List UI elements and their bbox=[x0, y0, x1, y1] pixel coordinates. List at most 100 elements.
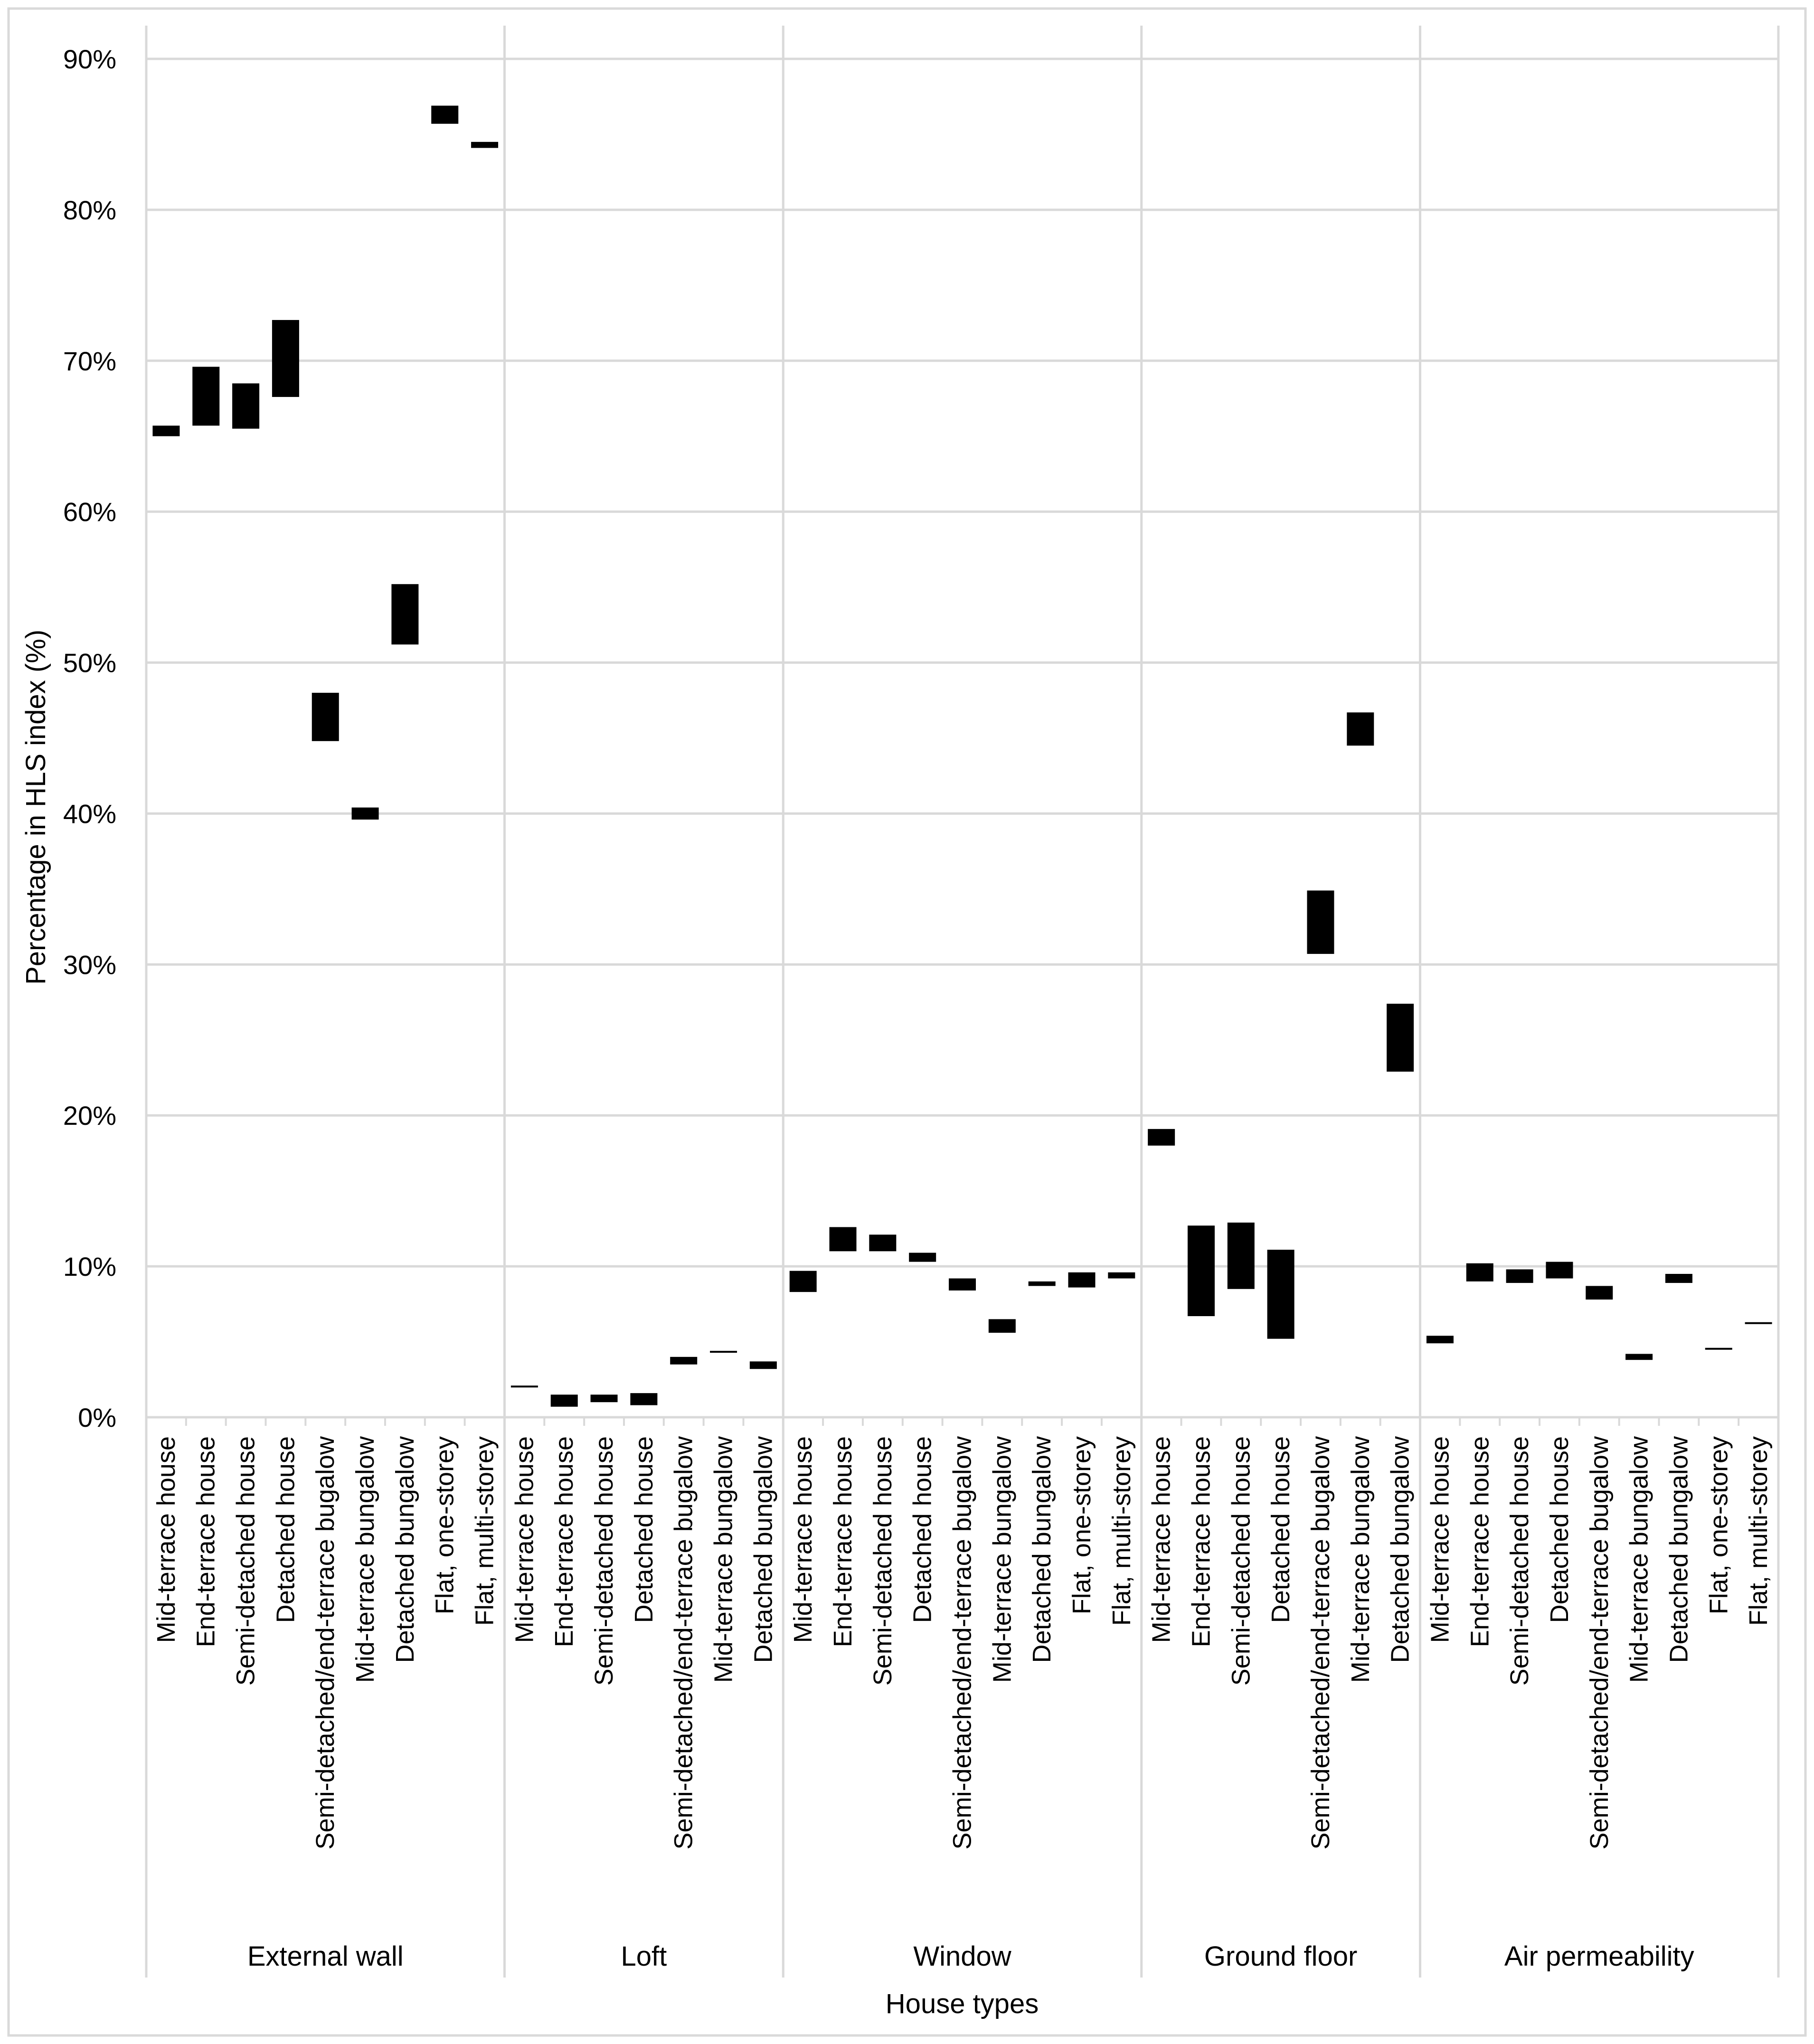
category-label: Detached house bbox=[1266, 1436, 1295, 1623]
category-label: Detached bungalow bbox=[1386, 1436, 1415, 1663]
category-label: Flat, one-storey bbox=[1068, 1436, 1096, 1614]
bar bbox=[1227, 1222, 1255, 1289]
category-label: Flat, multi-storey bbox=[1744, 1436, 1773, 1626]
group-label: Loft bbox=[621, 1941, 667, 1972]
bar bbox=[550, 1394, 578, 1407]
bar bbox=[1546, 1262, 1573, 1279]
bar bbox=[909, 1253, 936, 1262]
bar bbox=[670, 1356, 698, 1365]
bar bbox=[1187, 1225, 1215, 1317]
category-label: Semi-detached house bbox=[1505, 1436, 1534, 1686]
bar bbox=[471, 141, 499, 148]
bar bbox=[192, 367, 220, 426]
bar bbox=[1387, 1003, 1414, 1072]
bar bbox=[272, 320, 299, 397]
bar bbox=[391, 584, 419, 645]
category-label: Detached house bbox=[630, 1436, 658, 1623]
bar bbox=[1307, 890, 1334, 954]
bar bbox=[1426, 1336, 1454, 1344]
group-label: Air permeability bbox=[1504, 1941, 1694, 1972]
category-label: Semi-detached/end-terrace bugalow bbox=[670, 1436, 698, 1850]
bar bbox=[749, 1361, 777, 1369]
bar bbox=[1108, 1272, 1135, 1279]
category-label: End-terrace house bbox=[829, 1436, 857, 1647]
y-tick-label: 90% bbox=[63, 44, 116, 74]
bar bbox=[1267, 1250, 1294, 1339]
category-label: Mid-terrace house bbox=[789, 1436, 817, 1643]
y-tick-label: 50% bbox=[63, 648, 116, 678]
category-label: Mid-terrace bungalow bbox=[1346, 1436, 1375, 1683]
category-label: Detached bungalow bbox=[749, 1436, 777, 1663]
group-label: Ground floor bbox=[1204, 1941, 1357, 1972]
category-label: Semi-detached/end-terrace bugalow bbox=[311, 1436, 340, 1850]
y-axis-ticks: 0% 10% 20% 30% 40% 50% 60% 70% 80% 90% bbox=[63, 44, 116, 1432]
y-tick-label: 70% bbox=[63, 346, 116, 376]
bar bbox=[1148, 1129, 1175, 1146]
category-labels: Mid-terrace house End-terrace house Semi-d… bbox=[152, 1436, 1773, 1850]
category-label: Detached house bbox=[908, 1436, 937, 1623]
category-label: Semi-detached/end-terrace bugalow bbox=[1585, 1436, 1614, 1850]
category-label: Mid-terrace bungalow bbox=[988, 1436, 1016, 1683]
y-tick-label: 20% bbox=[63, 1101, 116, 1130]
category-label: Mid-terrace bungalow bbox=[709, 1436, 738, 1683]
category-label: Detached bungalow bbox=[1028, 1436, 1056, 1663]
category-label: Detached house bbox=[271, 1436, 300, 1623]
bars bbox=[152, 105, 1772, 1407]
bar bbox=[431, 105, 459, 124]
bar bbox=[351, 807, 379, 820]
category-label: End-terrace house bbox=[192, 1436, 220, 1647]
category-label: Mid-terrace bungalow bbox=[1625, 1436, 1653, 1683]
bar bbox=[232, 383, 260, 429]
y-tick-label: 80% bbox=[63, 195, 116, 225]
group-label: External wall bbox=[247, 1941, 404, 1972]
category-label: Mid-terrace house bbox=[1147, 1436, 1176, 1643]
bar bbox=[1068, 1272, 1096, 1288]
category-label: Semi-detached/end-terrace bugalow bbox=[948, 1436, 977, 1850]
category-label: Semi-detached house bbox=[869, 1436, 897, 1686]
gridlines bbox=[146, 57, 1778, 1419]
category-label: Mid-terrace house bbox=[1426, 1436, 1454, 1643]
bar bbox=[1745, 1322, 1772, 1324]
category-label: Flat, one-storey bbox=[1704, 1436, 1733, 1614]
category-label: Flat, multi-storey bbox=[1107, 1436, 1136, 1626]
y-tick-label: 10% bbox=[63, 1252, 116, 1281]
category-label: Semi-detached house bbox=[590, 1436, 618, 1686]
category-label: Flat, multi-storey bbox=[471, 1436, 499, 1626]
bar bbox=[1506, 1269, 1533, 1283]
bar bbox=[1466, 1263, 1493, 1281]
bar bbox=[510, 1385, 538, 1388]
bar bbox=[789, 1271, 817, 1292]
bar bbox=[312, 693, 339, 741]
bar bbox=[1665, 1274, 1692, 1283]
y-tick-label: 60% bbox=[63, 497, 116, 527]
category-label: Semi-detached house bbox=[1227, 1436, 1255, 1686]
bar bbox=[988, 1319, 1016, 1333]
category-label: Detached bungalow bbox=[1664, 1436, 1693, 1663]
bar bbox=[1625, 1354, 1653, 1360]
y-tick-label: 30% bbox=[63, 950, 116, 980]
bar bbox=[590, 1394, 618, 1403]
x-axis-title: House types bbox=[886, 1988, 1039, 2019]
category-label: Semi-detached house bbox=[232, 1436, 260, 1686]
category-label: End-terrace house bbox=[550, 1436, 578, 1647]
category-label: Semi-detached/end-terrace bugalow bbox=[1306, 1436, 1335, 1850]
bar bbox=[869, 1234, 897, 1252]
bar bbox=[1347, 712, 1374, 746]
bar bbox=[829, 1227, 857, 1252]
category-label: Mid-terrace house bbox=[510, 1436, 539, 1643]
category-label: End-terrace house bbox=[1187, 1436, 1215, 1647]
bar bbox=[630, 1393, 658, 1405]
bar bbox=[948, 1278, 976, 1290]
group-separators bbox=[145, 26, 1780, 1978]
bar bbox=[710, 1351, 737, 1353]
category-label: Mid-terrace bungalow bbox=[351, 1436, 379, 1683]
category-label: Mid-terrace house bbox=[152, 1436, 180, 1643]
group-labels: External wall Loft Window Ground floor Air p… bbox=[247, 1941, 1694, 1972]
category-label: End-terrace house bbox=[1465, 1436, 1494, 1647]
bar bbox=[1586, 1286, 1613, 1300]
category-label: Detached bungalow bbox=[391, 1436, 419, 1663]
group-label: Window bbox=[913, 1941, 1011, 1972]
bar bbox=[1028, 1281, 1056, 1286]
